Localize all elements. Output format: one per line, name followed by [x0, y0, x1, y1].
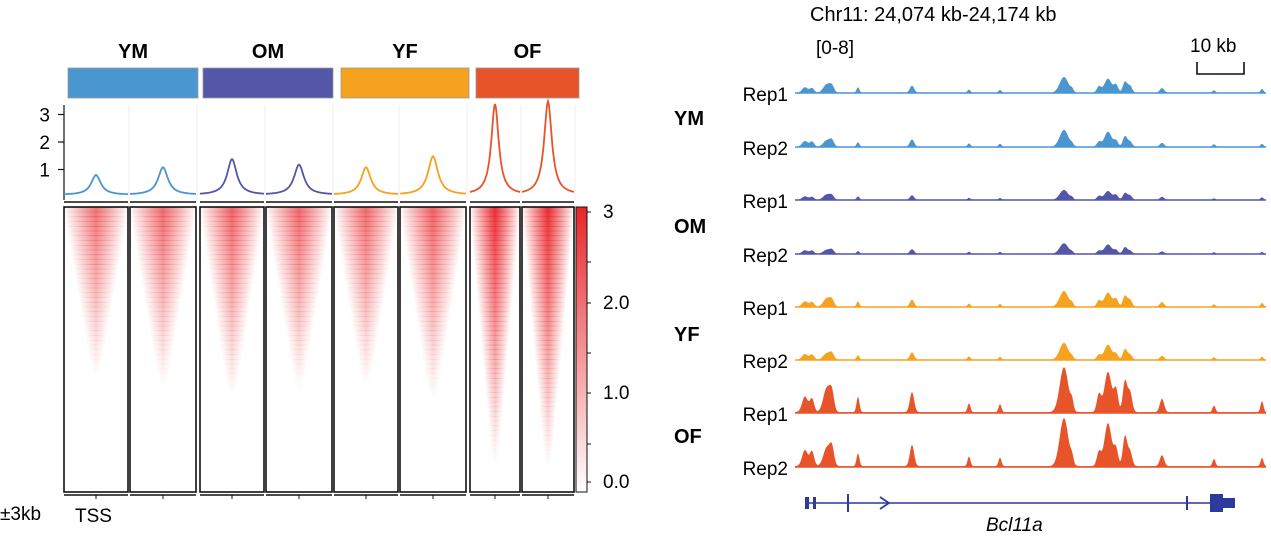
heatmap-frame [63, 206, 129, 493]
heatmap-column [199, 201, 265, 499]
x-range-label: ±3kb [0, 504, 41, 525]
heatmap-frame [265, 206, 333, 493]
locus-label: Chr11: 24,074 kb-24,174 kb [810, 4, 1056, 26]
track-signal [795, 290, 1266, 307]
track-signal [795, 418, 1266, 467]
heatmap-column [399, 201, 467, 499]
gene-exon [1223, 498, 1235, 508]
heatmap-column [333, 201, 399, 499]
gene-exon [805, 497, 809, 509]
track-signal [795, 189, 1266, 200]
track-group-label-om: OM [674, 216, 706, 238]
heatmaps [63, 201, 575, 499]
heatmap-column [265, 201, 333, 499]
heatmap-column [129, 201, 197, 499]
track-rep-label: Rep1 [743, 85, 788, 106]
heatmap-frame [199, 206, 265, 493]
profile-curve [399, 154, 467, 195]
group-color-bar [67, 67, 199, 99]
group-label-yf: YF [392, 41, 418, 63]
track-signal [795, 76, 1266, 93]
track-signal [795, 367, 1266, 413]
track-signal [795, 243, 1266, 254]
gene-model: Bcl11a [805, 494, 1235, 536]
profile-curve [334, 166, 398, 195]
scalebar-label: 10 kb [1190, 36, 1236, 57]
heatmap-frame [333, 206, 399, 493]
group-color-bar [475, 67, 580, 99]
x-center-label: TSS [75, 506, 112, 527]
scalebar [1196, 62, 1245, 75]
track-rep-label: Rep1 [743, 405, 788, 426]
profile-plots [63, 98, 576, 200]
colorbar-gradient [575, 206, 588, 493]
profile-tick-label: 3 [39, 106, 50, 127]
profile-curve [130, 166, 196, 195]
gene-exon [1210, 494, 1223, 512]
group-headers: YM OM YF OF [67, 41, 580, 99]
colorbar-tick-label: 2.0 [603, 293, 629, 314]
track-rep-label: Rep2 [743, 139, 788, 160]
profile-curve [265, 163, 333, 195]
colorbar-tick-label: 1.0 [603, 383, 629, 404]
profile-y-axis: 1 2 3 [39, 106, 64, 182]
colorbar-tick-label: 0.0 [603, 472, 629, 493]
range-label: [0-8] [816, 38, 854, 59]
group-label-om: OM [252, 41, 284, 63]
heatmap-frame [469, 206, 521, 493]
track-group-label-of: OF [674, 426, 702, 448]
strand-arrow [879, 496, 891, 510]
track-rep-label: Rep2 [743, 246, 788, 267]
track-rep-label: Rep2 [743, 352, 788, 373]
profile-tick-label: 2 [39, 133, 50, 154]
group-color-bar [340, 67, 470, 99]
colorbar: 3 2.0 1.0 0.0 [575, 202, 629, 493]
track-rep-label: Rep2 [743, 459, 788, 480]
group-label-of: OF [514, 41, 542, 63]
heatmap-column [63, 201, 129, 499]
track-signal [795, 129, 1266, 147]
group-color-bar [202, 67, 334, 99]
profile-curve [521, 98, 575, 193]
heatmap-frame [521, 206, 575, 493]
gene-name: Bcl11a [986, 515, 1043, 536]
track-group-label-yf: YF [674, 324, 700, 346]
track-panel: Chr11: 24,074 kb-24,174 kb [0-8] 10 kb Y… [674, 4, 1266, 536]
profile-curve [63, 173, 129, 196]
profile-curve [199, 157, 265, 195]
heatmap-column [521, 201, 575, 499]
gene-exon [813, 497, 816, 509]
heatmap-panel: YM OM YF OF 1 2 3 3 2.0 1.0 0.0 ±3kb TSS [0, 41, 629, 527]
heatmap-frame [129, 206, 197, 493]
gene-exon [1186, 496, 1188, 510]
track-rep-label: Rep1 [743, 192, 788, 213]
track-group-label-ym: YM [674, 108, 704, 130]
heatmap-column [469, 201, 521, 499]
profile-tick-label: 1 [39, 161, 50, 182]
colorbar-tick-label: 3 [603, 202, 614, 223]
gene-exon [847, 494, 849, 512]
heatmap-frame [399, 206, 467, 493]
tracks: YM Rep1 Rep2 OM Rep1 Rep2 YF Rep1 Rep2 OF Rep1 Rep2 [674, 76, 1266, 480]
track-rep-label: Rep1 [743, 299, 788, 320]
profile-curve [469, 103, 521, 193]
group-label-ym: YM [118, 41, 148, 63]
track-signal [795, 342, 1266, 360]
